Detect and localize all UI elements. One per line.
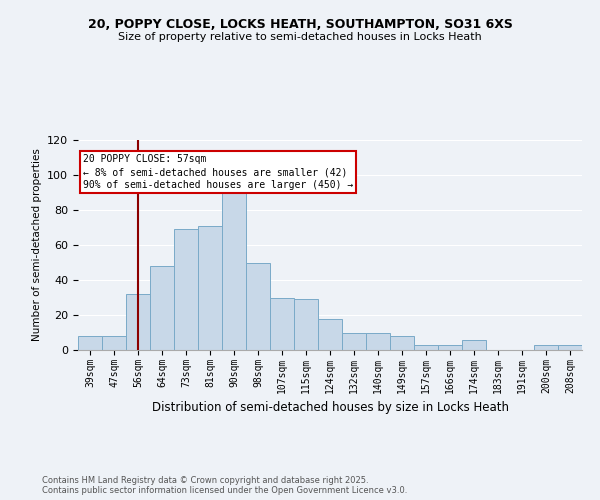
Bar [246,262,270,350]
Bar [222,192,246,350]
Bar [126,294,150,350]
Bar [102,336,126,350]
Bar [534,345,558,350]
Bar [558,345,582,350]
Bar [390,336,414,350]
Bar [414,345,438,350]
Bar [318,318,342,350]
Bar [462,340,486,350]
X-axis label: Distribution of semi-detached houses by size in Locks Heath: Distribution of semi-detached houses by … [151,401,509,414]
Bar [78,336,102,350]
Bar [366,332,390,350]
Bar [174,229,198,350]
Bar [150,266,174,350]
Text: Size of property relative to semi-detached houses in Locks Heath: Size of property relative to semi-detach… [118,32,482,42]
Bar [294,299,318,350]
Bar [270,298,294,350]
Text: Contains HM Land Registry data © Crown copyright and database right 2025.
Contai: Contains HM Land Registry data © Crown c… [42,476,407,495]
Text: 20 POPPY CLOSE: 57sqm
← 8% of semi-detached houses are smaller (42)
90% of semi-: 20 POPPY CLOSE: 57sqm ← 8% of semi-detac… [83,154,353,190]
Bar [342,332,366,350]
Y-axis label: Number of semi-detached properties: Number of semi-detached properties [32,148,41,342]
Text: 20, POPPY CLOSE, LOCKS HEATH, SOUTHAMPTON, SO31 6XS: 20, POPPY CLOSE, LOCKS HEATH, SOUTHAMPTO… [88,18,512,30]
Bar [198,226,222,350]
Bar [438,345,462,350]
